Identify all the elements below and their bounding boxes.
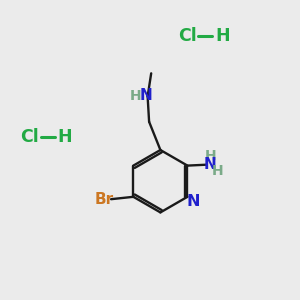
Text: N: N <box>140 88 152 104</box>
Text: H: H <box>57 128 72 146</box>
Text: H: H <box>205 149 216 164</box>
Text: Cl: Cl <box>178 27 196 45</box>
Text: N: N <box>204 157 217 172</box>
Text: Cl: Cl <box>20 128 39 146</box>
Text: H: H <box>129 89 141 103</box>
Text: Br: Br <box>95 192 114 207</box>
Text: H: H <box>212 164 224 178</box>
Text: N: N <box>186 194 200 209</box>
Text: H: H <box>215 27 230 45</box>
